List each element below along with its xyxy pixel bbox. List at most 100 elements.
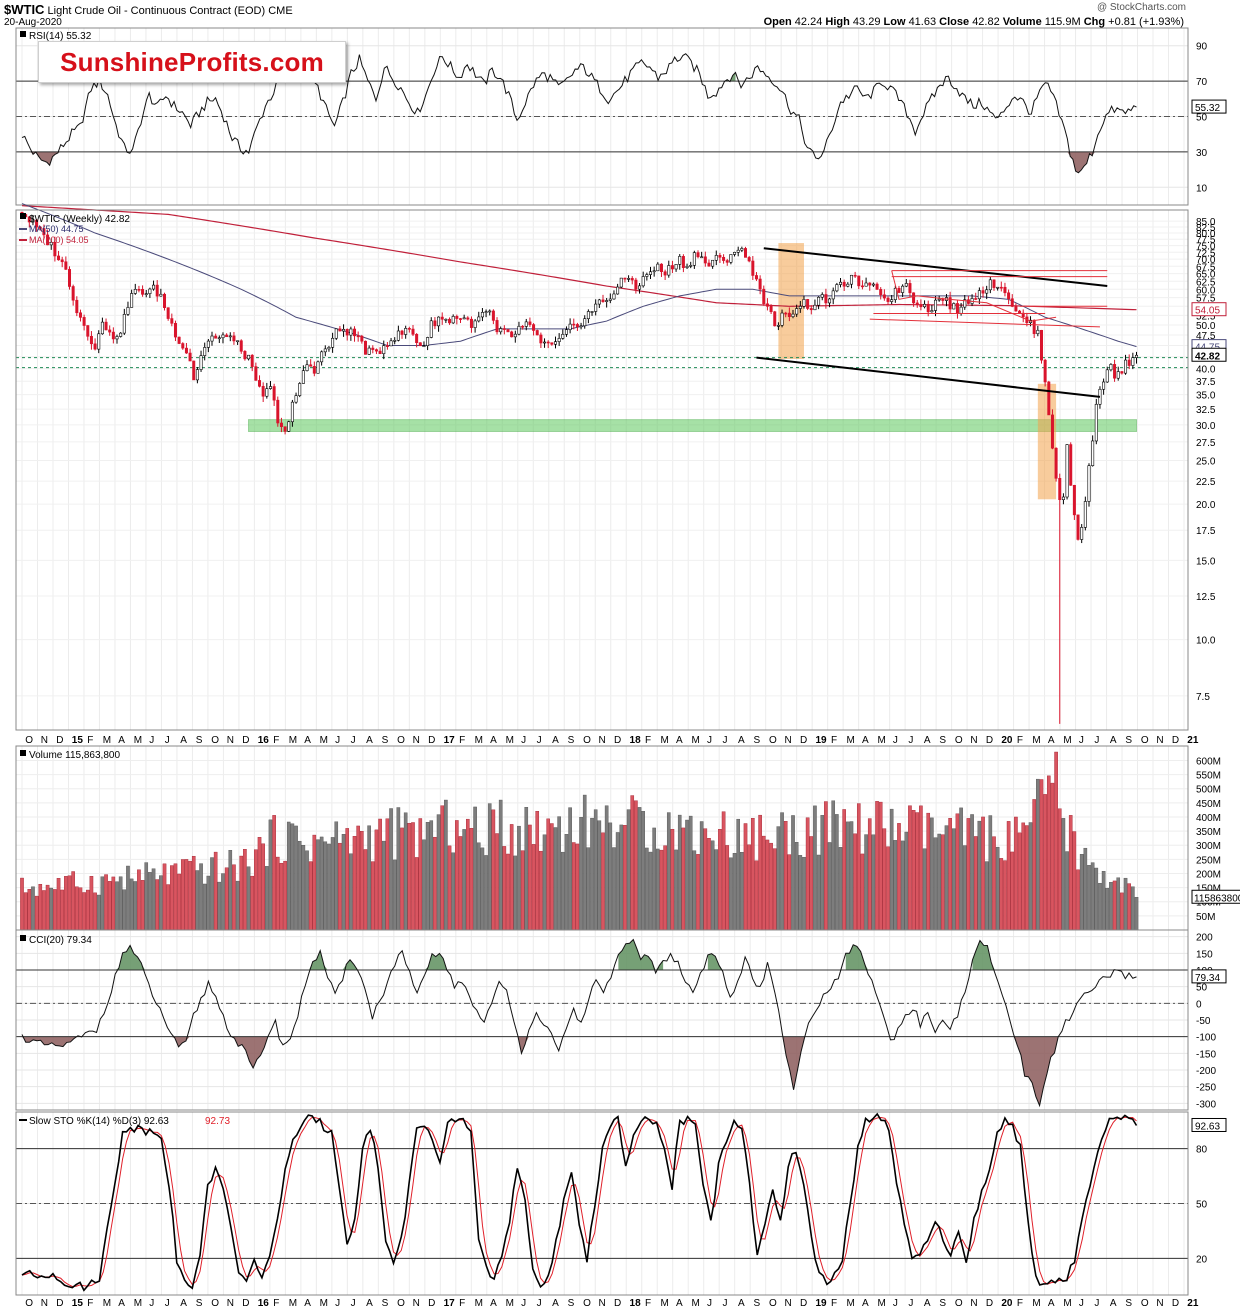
candle-body [996,286,1000,289]
y-tick-label: 70.0 [1196,255,1216,266]
volume-bar [53,889,57,931]
price-candle [203,342,207,361]
month-label: N [227,735,234,746]
price-candle [758,275,762,295]
cci-positive-zone [115,945,153,970]
volume-bar [23,892,28,931]
volume-bar [228,850,233,931]
month-label: F [87,735,93,746]
candle-body [897,287,901,293]
month-label: M [1032,735,1040,746]
volume-bar [889,808,894,931]
price-candle [696,250,700,259]
candle-body [426,337,430,347]
candle-body [992,279,996,288]
month-label: S [382,735,389,746]
y-tick-label: -300 [1196,1099,1216,1110]
candle-body [499,328,503,333]
price-candle [849,274,853,289]
price-candle [462,314,466,320]
candle-body [999,286,1003,289]
candle-body [290,401,294,423]
candle-body [451,316,455,324]
price-candle [400,329,404,339]
candle-body [864,282,868,287]
volume-bar [688,815,693,931]
price-candle [725,258,729,266]
volume-bar [133,881,138,931]
month-label: J [165,1298,170,1309]
candle-body [1131,357,1135,366]
price-candle [214,333,218,339]
price-candle [517,321,521,336]
candle-body [649,271,653,275]
price-candle [458,317,462,324]
y-tick-label: -250 [1196,1083,1216,1094]
volume-bar [148,872,152,931]
volume-bar [1087,865,1091,931]
month-label: A [862,1298,869,1309]
candle-body [981,290,985,294]
volume-bar [1105,887,1110,931]
month-label: J [723,735,728,746]
price-candle [250,354,254,372]
volume-bar [1134,897,1139,931]
volume-bar [783,821,788,931]
sto-last-box [1191,1117,1227,1132]
price-candle [802,295,806,309]
price-candle [886,296,890,305]
volume-bar [908,805,912,931]
volume-bar [305,850,309,931]
candle-body [860,285,864,288]
month-label: O [211,735,219,746]
candle-body [327,347,331,350]
volume-bar [140,880,145,931]
candle-body [575,324,579,328]
price-candle [985,285,989,300]
legend-swatch [20,213,26,219]
price-candle [53,236,57,262]
y-tick-label: 200M [1196,869,1221,880]
volume-bar [681,827,686,931]
volume-bar [517,825,521,931]
candle-body [68,269,72,287]
volume-bar [846,821,850,931]
price-candle [411,324,415,337]
month-label: O [397,1298,405,1309]
month-label: 17 [444,1298,456,1309]
candle-body [689,265,693,267]
price-candle [630,276,634,285]
candle-body [1050,414,1054,449]
price-candle [981,286,985,298]
volume-bar [988,815,993,931]
ma50-line [21,203,1137,348]
month-label: A [552,735,559,746]
candle-body [773,311,777,327]
y-tick-label: 30 [1196,148,1208,159]
volume-bar [126,865,130,931]
candle-body [480,312,484,318]
chart-header-left: $WTIC Light Crude Oil - Continuous Contr… [4,2,293,17]
price-candle [539,332,543,349]
price-candle [225,333,229,338]
candle-body [568,323,572,330]
volume-bar [166,884,170,931]
volume-bar [791,815,795,931]
volume-bar [495,833,499,931]
y-tick-label: 30.0 [1196,421,1216,432]
volume-bar [137,869,141,931]
y-tick-label: 50 [1196,983,1208,994]
volume-bar [104,874,108,931]
price-candle [787,307,791,322]
price-candle [733,251,737,257]
price-candle [491,309,495,325]
volume-bar [42,890,46,931]
month-label: M [320,735,328,746]
volume-bar [992,836,996,931]
volume-last-box [1191,889,1240,904]
month-label: D [1172,1298,1179,1309]
month-label: J [351,1298,356,1309]
volume-bar [1010,851,1015,931]
candle-body [784,312,788,315]
volume-bar [539,850,543,931]
